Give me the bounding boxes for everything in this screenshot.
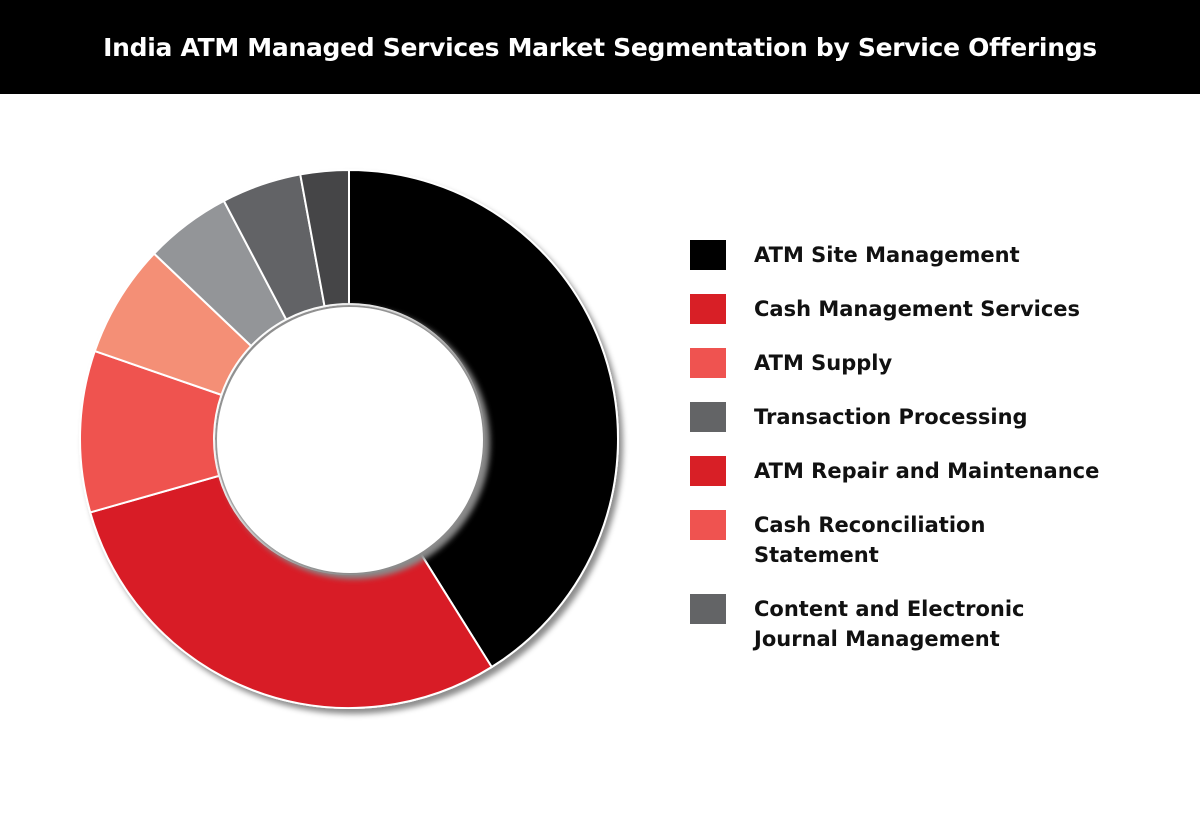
legend-swatch (690, 348, 726, 378)
slice-content-and-electronic-journal-management (299, 168, 350, 308)
legend-label: Content and Electronic Journal Managemen… (754, 597, 1025, 651)
legend-item: Transaction Processing (690, 402, 1170, 432)
legend-label: Cash Management Services (754, 297, 1081, 321)
legend-item: Cash Reconciliation Statement (690, 510, 1170, 570)
title-bar: India ATM Managed Services Market Segmen… (0, 0, 1200, 94)
legend-label: ATM Supply (754, 351, 893, 375)
legend-item: Cash Management Services (690, 294, 1170, 324)
legend-swatch (690, 594, 726, 624)
legend-item: ATM Supply (690, 348, 1170, 378)
legend-item: ATM Repair and Maintenance (690, 456, 1170, 486)
legend-label: ATM Repair and Maintenance (754, 459, 1100, 483)
donut-chart (79, 168, 619, 709)
legend-item: Content and Electronic Journal Managemen… (690, 594, 1170, 654)
chart-title: India ATM Managed Services Market Segmen… (103, 32, 1097, 62)
legend-swatch (690, 402, 726, 432)
legend-swatch (690, 510, 726, 540)
legend-label: Cash Reconciliation Statement (754, 513, 986, 567)
legend-swatch (690, 456, 726, 486)
legend-swatch (690, 240, 726, 270)
legend-item: ATM Site Management (690, 240, 1170, 270)
legend-label: Transaction Processing (754, 405, 1028, 429)
legend-swatch (690, 294, 726, 324)
donut-hole (217, 307, 483, 573)
legend: ATM Site Management Cash Management Servi… (690, 240, 1170, 678)
legend-label: ATM Site Management (754, 243, 1020, 267)
